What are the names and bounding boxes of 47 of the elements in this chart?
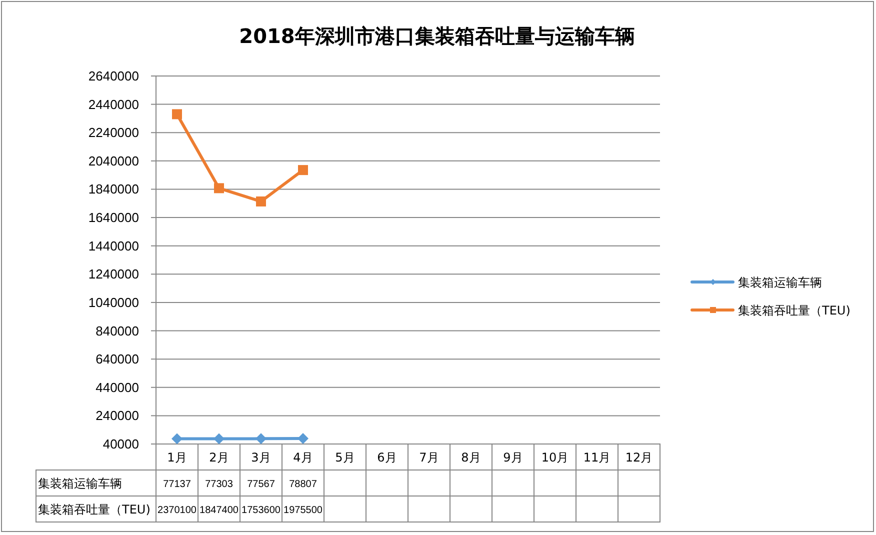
y-tick-label: 1440000: [88, 238, 139, 254]
x-tick-label: 11月: [583, 450, 611, 464]
point: [256, 433, 266, 444]
data-label: 77303: [205, 479, 234, 490]
y-tick-label: 2440000: [88, 96, 139, 112]
y-tick-label: 1840000: [88, 182, 139, 197]
y-tick-label: 840000: [96, 323, 139, 338]
legend-label: 集装箱运输车辆: [738, 276, 822, 290]
point: [214, 433, 224, 444]
x-tick-label: 7月: [419, 450, 439, 464]
point: [172, 433, 182, 444]
data-label: 78807: [289, 479, 318, 490]
y-tick-label: 40000: [102, 436, 139, 452]
text: 集装箱吞吐量（TEU): [38, 502, 150, 516]
x-tick-label: 10月: [541, 450, 569, 464]
x-tick-label: 1月: [167, 450, 187, 464]
y-tick-label: 640000: [96, 352, 139, 367]
x-tick-label: 6月: [377, 450, 397, 464]
x-tick-label: 9月: [503, 450, 523, 464]
data-label: 2370100: [158, 505, 197, 516]
x-tick-label: 5月: [335, 450, 355, 464]
data-label: 1975500: [284, 505, 323, 516]
y-tick-label: 240000: [96, 408, 139, 424]
text: 集装箱运输车辆: [38, 476, 122, 490]
data-label: 77137: [163, 479, 192, 490]
legend-label: 集装箱吞吐量（TEU): [738, 304, 850, 318]
x-tick-label: 4月: [293, 450, 313, 464]
y-tick-label: 2240000: [88, 125, 139, 140]
y-tick-label: 1640000: [88, 210, 139, 226]
y-tick-label: 1040000: [88, 294, 139, 310]
data-label: 77567: [247, 479, 276, 490]
y-tick-label: 1240000: [88, 266, 139, 282]
x-tick-label: 8月: [461, 450, 481, 464]
point: [256, 196, 266, 206]
point: [214, 183, 224, 194]
data-label: 1753600: [242, 505, 281, 516]
point: [172, 109, 182, 120]
x-tick-label: 2月: [209, 450, 229, 464]
x-tick-label: 12月: [625, 450, 653, 464]
data-label: 1847400: [200, 505, 239, 516]
point: [298, 433, 308, 444]
x-tick-label: 3月: [251, 450, 271, 464]
y-tick-label: 2640000: [88, 68, 139, 84]
y-tick-label: 440000: [96, 380, 139, 395]
title: 2018年深圳市港口集装箱吞吐量与运输车辆: [239, 24, 635, 48]
point: [298, 165, 308, 176]
y-tick-label: 2040000: [88, 153, 139, 168]
